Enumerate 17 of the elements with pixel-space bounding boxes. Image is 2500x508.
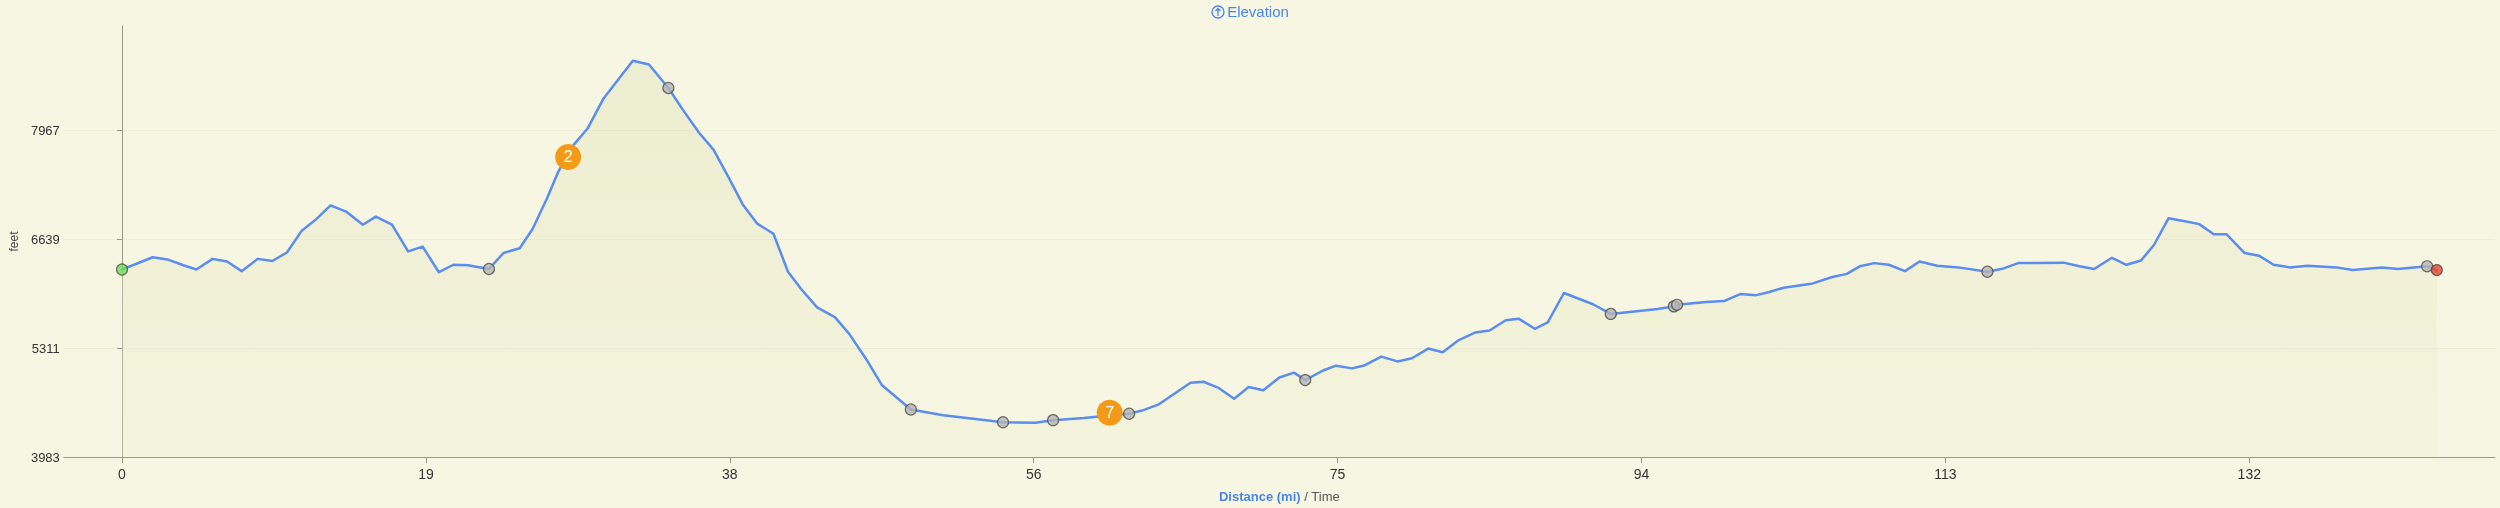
chart-title: Elevation — [1227, 3, 1289, 20]
x-tick-label: 113 — [1934, 466, 1957, 482]
y-tick-label: 5311 — [31, 340, 60, 356]
x-tick-label: 94 — [1633, 466, 1650, 482]
x-tick-label: 38 — [722, 466, 738, 482]
x-tick-label: 132 — [2237, 466, 2262, 482]
x-tick-label: 56 — [1025, 466, 1042, 482]
annotation: 2 — [563, 148, 573, 166]
annotation: 7 — [1105, 404, 1115, 422]
y-tick-label: 6639 — [30, 231, 60, 247]
x-tick-label: 0 — [118, 466, 127, 482]
x-tick-label: 19 — [418, 466, 434, 482]
x-tick-label: 75 — [1329, 466, 1346, 482]
y-tick-label: 3983 — [30, 449, 60, 465]
x-axis-title: Distance (mi) / Time — [1218, 489, 1340, 504]
y-axis-title: feet — [7, 230, 21, 252]
y-tick-label: 7967 — [30, 123, 60, 139]
